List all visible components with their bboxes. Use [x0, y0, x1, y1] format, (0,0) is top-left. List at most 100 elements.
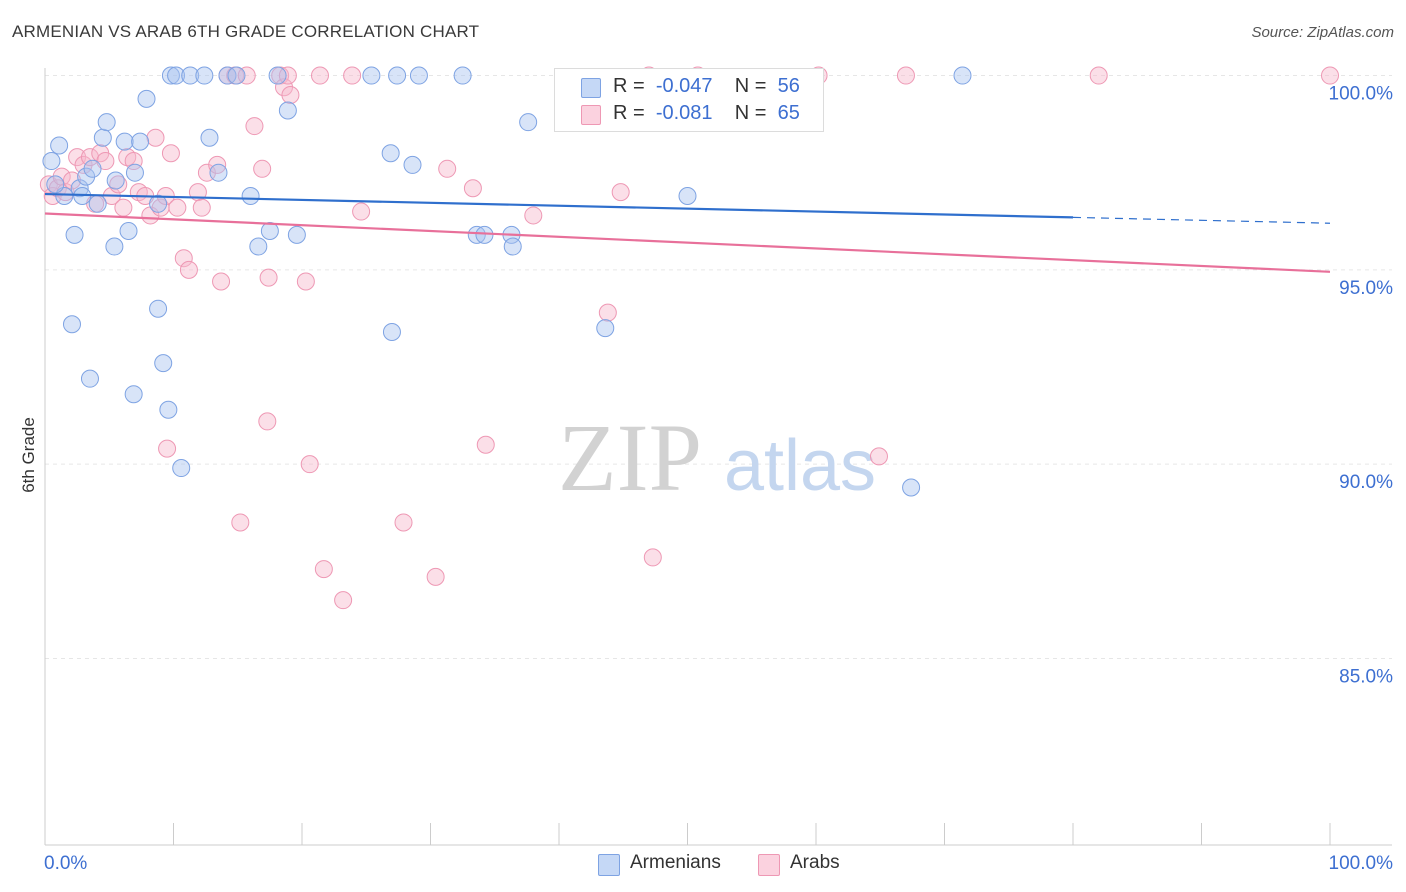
arabs-point [394, 513, 413, 532]
chart-title: ARMENIAN VS ARAB 6TH GRADE CORRELATION C… [12, 22, 480, 41]
armenians-point [124, 385, 143, 404]
armenians-point [50, 136, 69, 155]
armenians-point [88, 194, 107, 213]
arabs-point [426, 567, 445, 586]
arabs-swatch [758, 854, 780, 876]
legend-r-value: -0.081 [655, 102, 713, 124]
arabs-series [39, 66, 1339, 610]
armenians-point [467, 225, 486, 244]
armenians-point [268, 66, 287, 85]
arabs-point [212, 272, 231, 291]
arabs-point [598, 303, 617, 322]
armenians-point [287, 225, 306, 244]
arabs-point [245, 117, 264, 136]
y-tick-label: 95.0% [1339, 278, 1393, 299]
armenians-point [241, 187, 260, 206]
watermark-zip: ZIP [558, 404, 702, 511]
arabs-point [192, 198, 211, 217]
arabs-point [161, 144, 180, 163]
legend-n-value: 56 [777, 75, 800, 97]
armenians-point [381, 144, 400, 163]
armenians-point [93, 128, 112, 147]
arabs-point [334, 591, 353, 610]
legend-swatch-armenians [581, 78, 601, 98]
armenians-legend-label: Armenians [630, 852, 721, 873]
arabs-point [258, 412, 277, 431]
arabs-point [253, 159, 272, 178]
armenians-point [137, 89, 156, 108]
correlation-legend: R = -0.047 N = 56 R = -0.081 N = 65 [554, 68, 824, 132]
arabs-point [179, 260, 198, 279]
watermark: ZIP atlas [558, 404, 876, 511]
arabs-legend-label: Arabs [790, 852, 840, 873]
grid-lines [45, 75, 1392, 659]
legend-r-label: R = [613, 75, 645, 97]
armenians-point [42, 152, 61, 171]
armenians-trend-extension [1072, 216, 1331, 224]
arabs-point [80, 148, 99, 167]
armenians-point [97, 113, 116, 132]
armenians-point [403, 155, 422, 174]
armenians-series [42, 66, 972, 497]
armenians-point [453, 66, 472, 85]
x-tick-label: 0.0% [44, 853, 87, 874]
arabs-point [146, 128, 165, 147]
y-tick-label: 85.0% [1339, 666, 1393, 687]
y-tick-label: 90.0% [1339, 472, 1393, 493]
arabs-point [476, 435, 495, 454]
armenians-swatch [598, 854, 620, 876]
legend-n-label: N = [734, 102, 767, 124]
legend-n-label: N = [734, 75, 767, 97]
arabs-point [310, 66, 329, 85]
legend-row-armenians: R = -0.047 N = 56 [555, 74, 823, 100]
arabs-point [463, 179, 482, 198]
armenians-point [65, 225, 84, 244]
arabs-point [174, 249, 193, 268]
arabs-point [343, 66, 362, 85]
armenians-point [115, 132, 134, 151]
trend-lines [44, 192, 1331, 273]
arabs-point [1321, 66, 1339, 85]
armenians-point [80, 369, 99, 388]
armenians-trend-line [44, 192, 1074, 219]
arabs-point [231, 513, 250, 532]
armenians-point [382, 323, 401, 342]
arabs-point [1089, 66, 1108, 85]
armenians-point [83, 159, 102, 178]
armenians-point [195, 66, 214, 85]
armenians-point [167, 66, 186, 85]
arabs-point [438, 159, 457, 178]
armenians-point [106, 171, 125, 190]
armenians-point [119, 221, 138, 240]
arabs-point [300, 455, 319, 474]
armenians-point [200, 128, 219, 147]
y-axis-label: 6th Grade [19, 417, 38, 493]
arabs-point [114, 198, 133, 217]
armenians-point [503, 237, 522, 256]
legend-row-arabs: R = -0.081 N = 65 [555, 101, 823, 127]
watermark-atlas: atlas [724, 426, 876, 506]
armenians-point [678, 187, 697, 206]
armenians-point [475, 225, 494, 244]
arabs-point [281, 85, 300, 104]
arabs-point [259, 268, 278, 287]
armenians-point [953, 66, 972, 85]
arabs-point [896, 66, 915, 85]
armenians-point [149, 299, 168, 318]
arabs-point [296, 272, 315, 291]
armenians-point [278, 101, 297, 120]
armenians-point [409, 66, 428, 85]
legend-r-value: -0.047 [655, 75, 713, 97]
arabs-point [124, 152, 143, 171]
armenians-point [159, 400, 178, 419]
armenians-point [105, 237, 124, 256]
armenians-point [125, 163, 144, 182]
arabs-point [524, 206, 543, 225]
armenians-point [227, 66, 246, 85]
armenians-point [209, 163, 228, 182]
arabs-point [643, 548, 662, 567]
arabs-trend-line [44, 212, 1331, 273]
armenians-point [172, 459, 191, 478]
armenians-point [362, 66, 381, 85]
armenians-point [902, 478, 921, 497]
